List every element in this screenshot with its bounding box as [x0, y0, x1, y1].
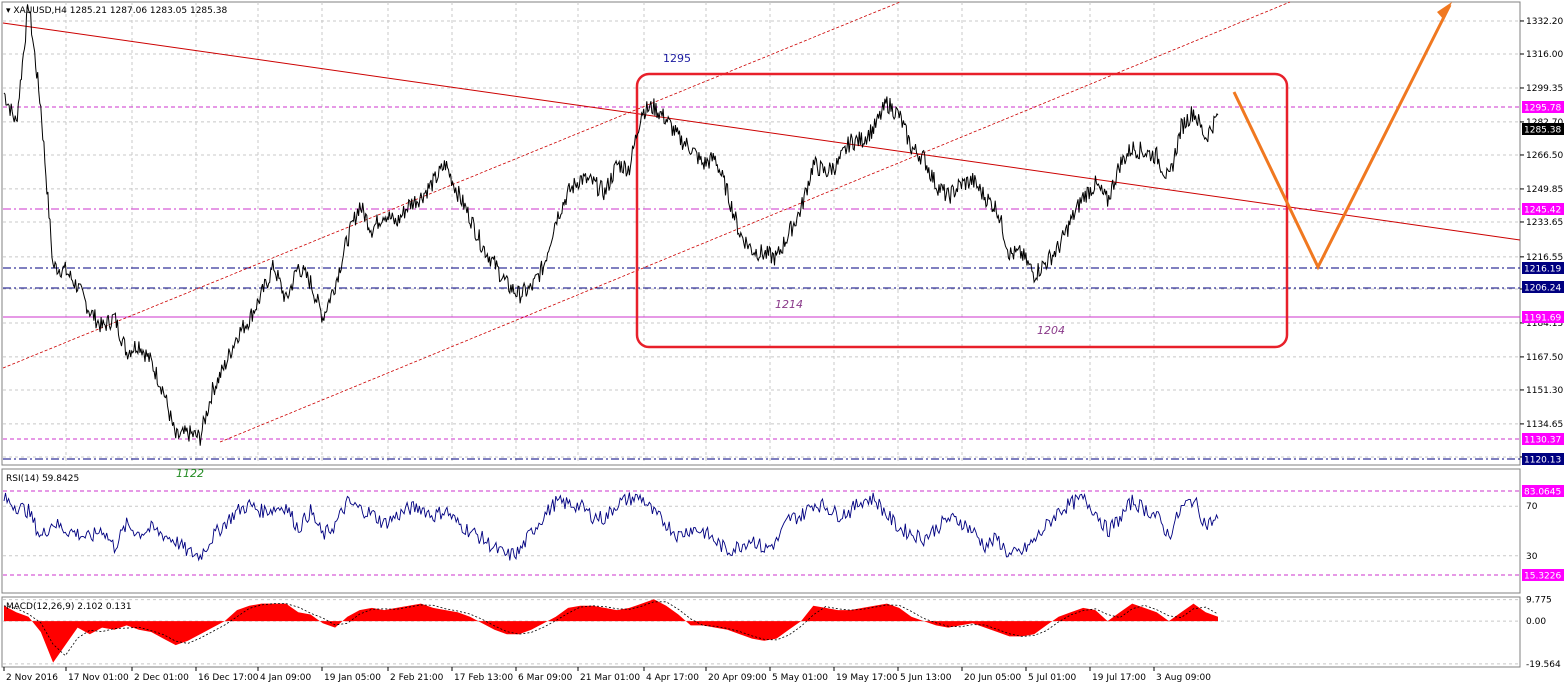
price-tags: 1295.78 1285.38 1245.42 1216.19 1206.24 …	[1522, 101, 1564, 582]
tag-1130: 1130.37	[1524, 436, 1561, 446]
tag-1245-bg	[1522, 203, 1564, 215]
rsi-series	[3, 492, 1219, 562]
price-tick-label: 1134.65	[1526, 420, 1563, 430]
macd-tick-label: 9.775	[1526, 596, 1552, 606]
descending-trendline	[2, 22, 1521, 241]
rsi-axis[interactable]: 70 30	[1526, 502, 1538, 562]
horizontal-levels	[3, 106, 1520, 460]
date-tick-label: 6 Mar 09:00	[518, 673, 573, 683]
price-tick-label: 1282.70	[1526, 118, 1563, 128]
date-tick-label: 5 Jul 01:00	[1028, 673, 1077, 683]
tag-1245: 1245.42	[1524, 206, 1561, 216]
price-tick-label: 1332.20	[1526, 17, 1563, 27]
rsi-grid	[3, 505, 1520, 557]
tag-1295: 1295.78	[1524, 104, 1561, 114]
annotation-1204: 1204	[1037, 324, 1065, 337]
tag-1130-bg	[1522, 433, 1564, 445]
macd-histogram	[4, 599, 1218, 663]
date-tick-label: 5 May 01:00	[772, 673, 828, 683]
macd-tick-label: 0.00	[1526, 617, 1546, 627]
channel-upper-line	[2, 1, 901, 369]
price-tick-label: 1249.85	[1526, 185, 1563, 195]
price-tick-label: 1167.50	[1526, 353, 1563, 363]
date-tick-label: 19 May 17:00	[836, 673, 898, 683]
tag-1120-bg	[1522, 453, 1564, 465]
macd-tick-label: -19.564	[1526, 660, 1561, 670]
date-tick-label: 2 Feb 21:00	[390, 673, 444, 683]
main-pane-frame	[1, 1, 1521, 466]
tag-1216-bg	[1522, 262, 1564, 274]
main-grid	[3, 2, 1520, 465]
arrow-head-icon	[1437, 2, 1452, 20]
tag-1216: 1216.19	[1524, 265, 1561, 275]
price-tick-label: 1184.15	[1526, 319, 1563, 329]
date-tick-label: 5 Jun 13:00	[900, 673, 952, 683]
price-tick-label: 1316.00	[1526, 50, 1563, 60]
date-tick-label: 20 Apr 09:00	[708, 673, 767, 683]
date-tick-label: 3 Aug 09:00	[1156, 673, 1211, 683]
tag-1206: 1206.24	[1524, 284, 1561, 294]
date-tick-label: 4 Apr 17:00	[646, 673, 699, 683]
symbol-header: ▾ XAUUSD,H4 1285.21 1287.06 1283.05 1285…	[6, 6, 227, 16]
date-tick-label: 17 Nov 01:00	[68, 673, 129, 683]
tag-rsi-low: 15.3226	[1524, 572, 1561, 582]
tag-current-bg	[1522, 123, 1564, 135]
date-tick-label: 16 Dec 17:00	[198, 673, 259, 683]
price-tick-label: 1216.55	[1526, 253, 1563, 263]
annotation-1295: 1295	[663, 52, 691, 65]
date-tick-label: 20 Jun 05:00	[964, 673, 1021, 683]
rsi-header: RSI(14) 59.8425	[6, 474, 79, 484]
date-tick-label: 2 Dec 01:00	[134, 673, 189, 683]
tag-rsi-high: 83.0645	[1524, 488, 1561, 498]
date-tick-label: 21 Mar 01:00	[580, 673, 640, 683]
macd-signal-line	[3, 601, 1219, 657]
annotation-1122: 1122	[176, 467, 204, 480]
tag-1295-bg	[1522, 101, 1564, 113]
price-tick-label: 1151.30	[1526, 386, 1563, 396]
rsi-pane-frame	[1, 468, 1521, 594]
trendlines	[2, 1, 1521, 443]
projection-path	[1232, 4, 1452, 271]
tag-current-price: 1285.38	[1524, 126, 1561, 136]
macd-pane-frame	[1, 596, 1521, 668]
projection-arrow	[1232, 2, 1452, 271]
range-box	[635, 72, 1289, 349]
tag-rsi-high-bg	[1522, 485, 1564, 497]
price-tick-label: 1266.50	[1526, 151, 1563, 161]
price-tick-label: 1233.65	[1526, 218, 1563, 228]
macd-header: MACD(12,26,9) 2.102 0.131	[6, 602, 132, 612]
price-tick-label: 1299.35	[1526, 84, 1563, 94]
rsi-tick-label: 70	[1526, 502, 1538, 512]
tag-rsi-low-bg	[1522, 569, 1564, 581]
rsi-tick-label: 30	[1526, 552, 1538, 562]
time-axis[interactable]: 2 Nov 2016 17 Nov 01:00 2 Dec 01:00 16 Dec …	[3, 667, 1211, 683]
channel-lower-line	[219, 1, 1291, 443]
tag-1206-bg	[1522, 281, 1564, 293]
date-tick-label: 17 Feb 13:00	[454, 673, 513, 683]
date-tick-label: 19 Jul 17:00	[1092, 673, 1146, 683]
tag-1191-bg	[1522, 311, 1564, 323]
date-tick-label: 2 Nov 2016	[6, 673, 58, 683]
price-axis[interactable]: 1332.20 1316.00 1299.35 1282.70 1266.50 1249.…	[1520, 17, 1563, 463]
date-tick-label: 19 Jan 05:00	[324, 673, 381, 683]
price-series	[3, 4, 1219, 446]
macd-axis[interactable]: 9.775 0.00 -19.564	[1526, 596, 1561, 670]
tag-1191: 1191.69	[1524, 314, 1561, 324]
date-tick-label: 4 Jan 09:00	[260, 673, 312, 683]
annotation-1214: 1214	[775, 298, 803, 311]
tag-1120: 1120.13	[1524, 456, 1561, 466]
